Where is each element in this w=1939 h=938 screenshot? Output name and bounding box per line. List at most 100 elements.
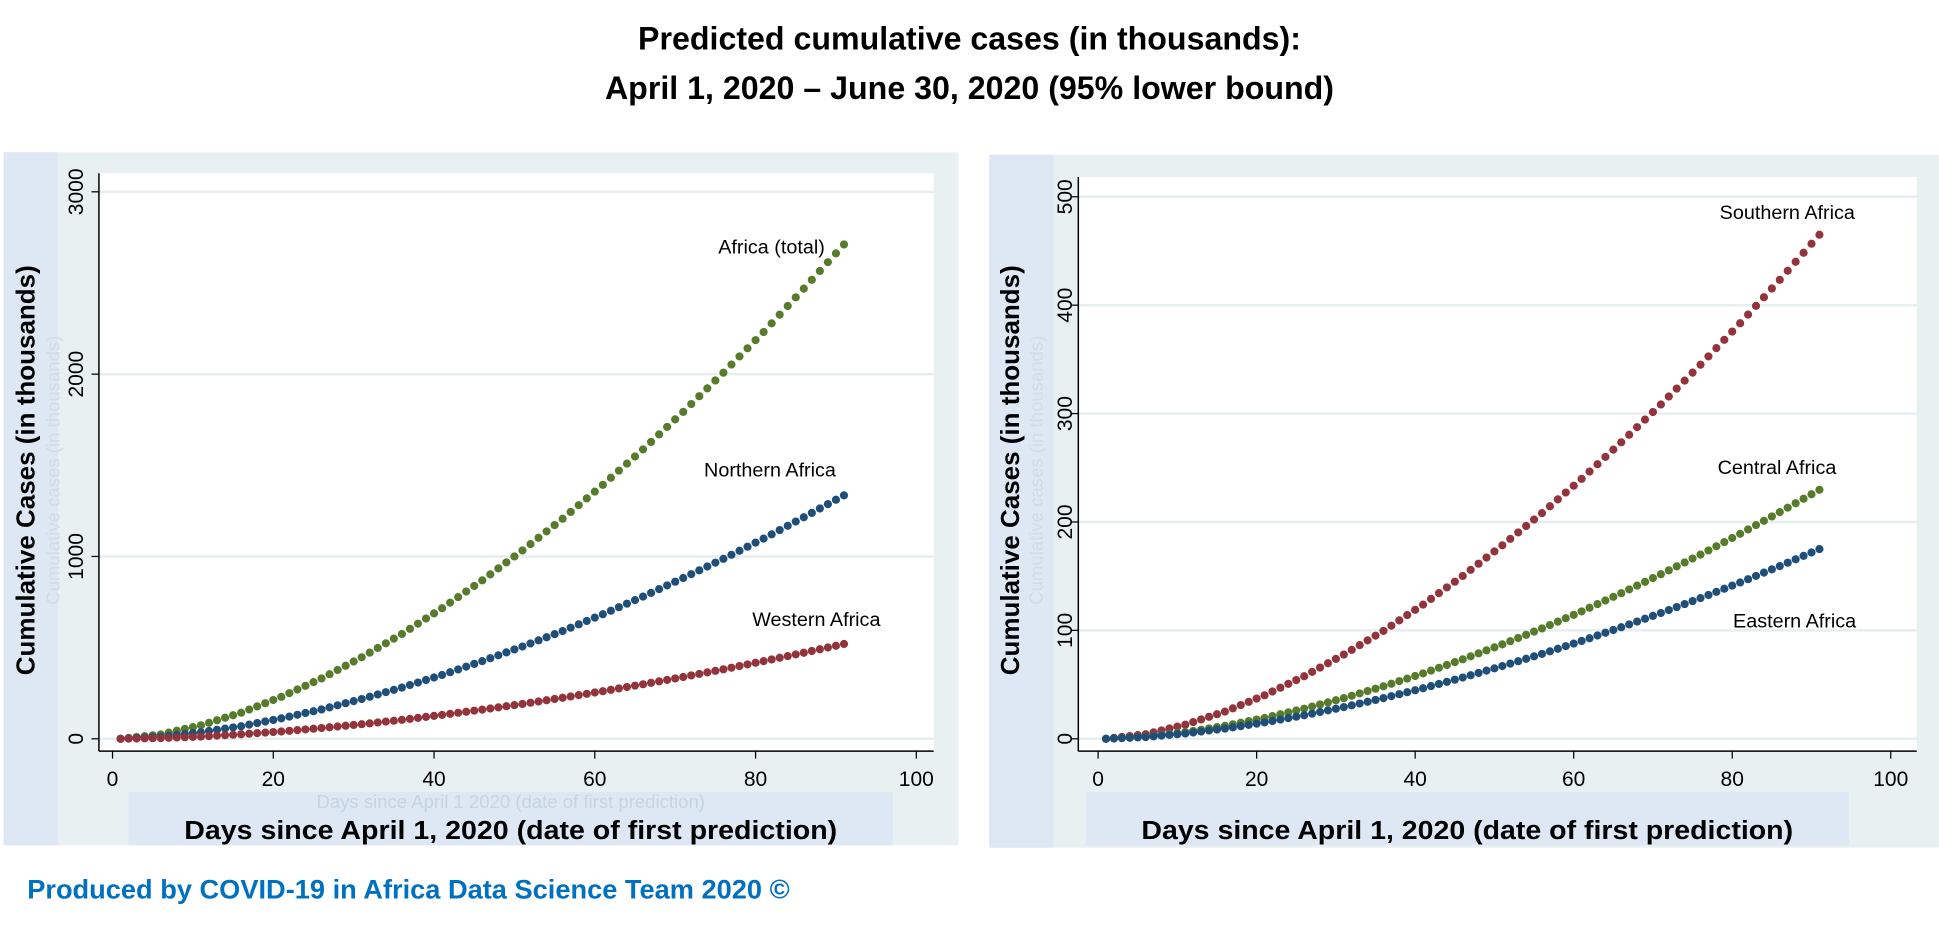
- x-title-box: [128, 792, 893, 846]
- series-point-western-africa: [317, 723, 326, 733]
- series-point-western-africa: [510, 701, 519, 710]
- series-point-africa-total-: [413, 619, 423, 628]
- series-point-northern-africa: [462, 662, 471, 671]
- series-point-southern-africa: [1315, 663, 1325, 672]
- series-point-africa-total-: [421, 614, 431, 623]
- series-point-southern-africa: [1537, 509, 1547, 518]
- series-point-africa-total-: [807, 275, 816, 284]
- y-tick-label: 500: [1054, 179, 1077, 214]
- series-point-eastern-africa: [1474, 668, 1483, 678]
- y-tick-label: 200: [1054, 504, 1077, 539]
- y-tick-label: 0: [1054, 733, 1077, 745]
- series-point-western-africa: [622, 682, 632, 692]
- series-point-southern-africa: [1347, 645, 1356, 654]
- series-point-central-africa: [1498, 640, 1507, 649]
- series-point-africa-total-: [831, 249, 841, 258]
- series-point-southern-africa: [1664, 392, 1673, 401]
- series-point-western-africa: [462, 707, 471, 716]
- series-label: Central Africa: [1718, 457, 1837, 479]
- series-label: Northern Africa: [704, 459, 836, 481]
- series-point-northern-africa: [389, 685, 398, 694]
- series-point-western-africa: [341, 721, 350, 730]
- series-point-western-africa: [349, 720, 358, 730]
- series-point-eastern-africa: [1529, 652, 1539, 661]
- series-point-eastern-africa: [1625, 620, 1634, 629]
- series-point-central-africa: [1585, 603, 1594, 612]
- series-point-central-africa: [1339, 694, 1348, 703]
- series-point-eastern-africa: [1347, 701, 1356, 710]
- series-point-central-africa: [1688, 554, 1697, 563]
- series-label: Southern Africa: [1720, 202, 1855, 224]
- series-point-southern-africa: [1759, 293, 1769, 302]
- series-point-africa-total-: [470, 581, 479, 591]
- series-point-central-africa: [1379, 682, 1388, 691]
- series-label: Africa (total): [718, 237, 825, 259]
- series-point-western-africa: [759, 657, 768, 666]
- series-point-southern-africa: [1482, 553, 1491, 562]
- series-point-southern-africa: [1212, 710, 1222, 719]
- series-point-southern-africa: [1387, 621, 1396, 630]
- series-point-southern-africa: [1331, 654, 1340, 663]
- series-point-western-africa: [719, 665, 728, 674]
- series-point-northern-africa: [397, 683, 406, 692]
- series-point-southern-africa: [1601, 452, 1610, 461]
- series-point-africa-total-: [478, 576, 487, 585]
- series-point-africa-total-: [630, 452, 640, 461]
- series-point-western-africa: [775, 653, 784, 662]
- series-point-central-africa: [1609, 592, 1618, 601]
- series-point-central-africa: [1323, 698, 1333, 707]
- y-tick-label: 400: [1054, 288, 1077, 323]
- series-point-western-africa: [446, 709, 455, 718]
- series-point-western-africa: [671, 674, 680, 683]
- plot-area: [1078, 176, 1917, 752]
- series-point-northern-africa: [839, 491, 849, 500]
- x-title-faint: Days since April 1 2020 (date of first p…: [316, 791, 705, 812]
- series-point-western-africa: [687, 671, 696, 680]
- series-point-western-africa: [421, 712, 431, 721]
- series-point-africa-total-: [462, 587, 471, 596]
- series-point-western-africa: [269, 727, 278, 737]
- series-point-central-africa: [1411, 671, 1420, 681]
- series-point-southern-africa: [1189, 717, 1198, 727]
- series-point-western-africa: [646, 678, 656, 687]
- series-point-eastern-africa: [1411, 686, 1420, 695]
- series-point-eastern-africa: [1775, 562, 1784, 571]
- y-axis-title: Cumulative Cases (in thousands): [995, 265, 1025, 675]
- series-point-eastern-africa: [1426, 682, 1436, 691]
- footer-credit: Produced by COVID-19 in Africa Data Scie…: [27, 873, 790, 905]
- series-point-western-africa: [381, 717, 390, 726]
- series-point-africa-total-: [301, 681, 310, 690]
- series-point-northern-africa: [679, 573, 688, 583]
- series-point-southern-africa: [1276, 683, 1285, 692]
- series-point-western-africa: [735, 661, 744, 671]
- x-tick-label: 100: [1873, 768, 1908, 791]
- series-point-western-africa: [365, 719, 374, 728]
- series-point-southern-africa: [1617, 438, 1626, 447]
- series-point-northern-africa: [759, 534, 768, 543]
- series-point-eastern-africa: [1323, 706, 1333, 715]
- series-point-eastern-africa: [1149, 732, 1158, 741]
- series-point-northern-africa: [630, 596, 640, 605]
- series-point-eastern-africa: [1157, 731, 1166, 740]
- series-point-africa-total-: [486, 570, 495, 579]
- series-point-western-africa: [695, 669, 704, 678]
- series-point-western-africa: [397, 715, 406, 724]
- series-point-northern-africa: [783, 521, 792, 530]
- series-point-eastern-africa: [1759, 568, 1769, 577]
- series-point-southern-africa: [1173, 722, 1182, 731]
- series-point-central-africa: [1387, 679, 1396, 688]
- series-point-eastern-africa: [1403, 688, 1412, 697]
- series-point-eastern-africa: [1125, 733, 1134, 742]
- series-point-southern-africa: [1300, 672, 1309, 681]
- series-point-eastern-africa: [1609, 625, 1618, 635]
- series-point-central-africa: [1799, 494, 1808, 503]
- series-point-central-africa: [1545, 620, 1554, 630]
- series-point-northern-africa: [229, 723, 238, 732]
- series-point-central-africa: [1751, 521, 1761, 530]
- series-point-southern-africa: [1529, 515, 1539, 524]
- series-point-western-africa: [140, 734, 149, 743]
- x-tick-label: 0: [1092, 768, 1104, 791]
- series-point-northern-africa: [253, 718, 262, 728]
- series-point-northern-africa: [470, 659, 479, 668]
